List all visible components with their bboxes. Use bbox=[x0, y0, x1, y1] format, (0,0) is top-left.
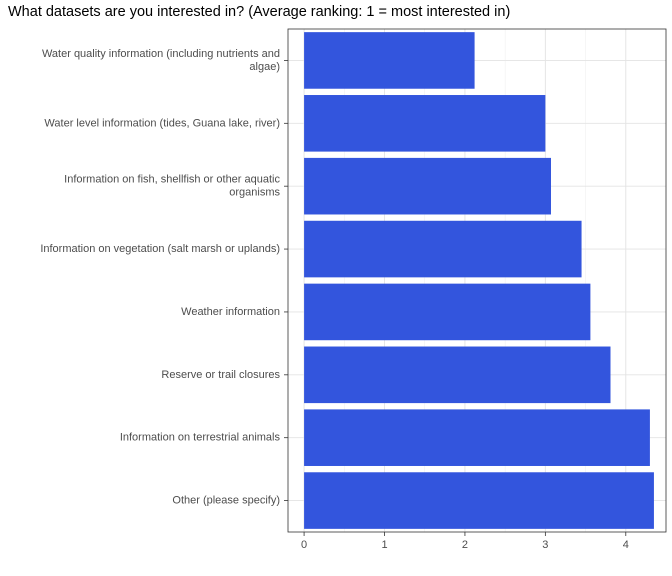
category-label: Information on fish, shellfish or other … bbox=[64, 174, 280, 199]
bar bbox=[304, 32, 475, 89]
bar bbox=[304, 283, 591, 341]
bar bbox=[304, 157, 551, 215]
bar bbox=[304, 95, 546, 152]
category-label: Information on terrestrial animals bbox=[120, 432, 281, 444]
x-tick-label: 4 bbox=[623, 539, 629, 551]
bar bbox=[304, 409, 650, 466]
x-tick-label: 3 bbox=[542, 539, 548, 551]
bar bbox=[304, 220, 582, 278]
category-label: Information on vegetation (salt marsh or… bbox=[40, 243, 280, 255]
category-label: Reserve or trail closures bbox=[161, 369, 280, 381]
plot-panel-border bbox=[287, 28, 667, 533]
x-axis: 0 1 2 3 4 bbox=[301, 532, 629, 551]
category-label: Weather information bbox=[181, 306, 280, 318]
bars bbox=[304, 32, 654, 529]
bar bbox=[304, 346, 611, 404]
x-tick-label: 1 bbox=[381, 539, 387, 551]
category-label: Other (please specify) bbox=[172, 495, 280, 507]
chart-title: What datasets are you interested in? (Av… bbox=[8, 4, 511, 20]
x-tick-label: 2 bbox=[462, 539, 468, 551]
y-axis: Water quality information (including nut… bbox=[40, 48, 288, 507]
category-label: Water quality information (including nut… bbox=[42, 48, 280, 73]
category-label: Water level information (tides, Guana la… bbox=[44, 117, 280, 129]
bar bbox=[304, 472, 654, 529]
x-tick-label: 0 bbox=[301, 539, 307, 551]
